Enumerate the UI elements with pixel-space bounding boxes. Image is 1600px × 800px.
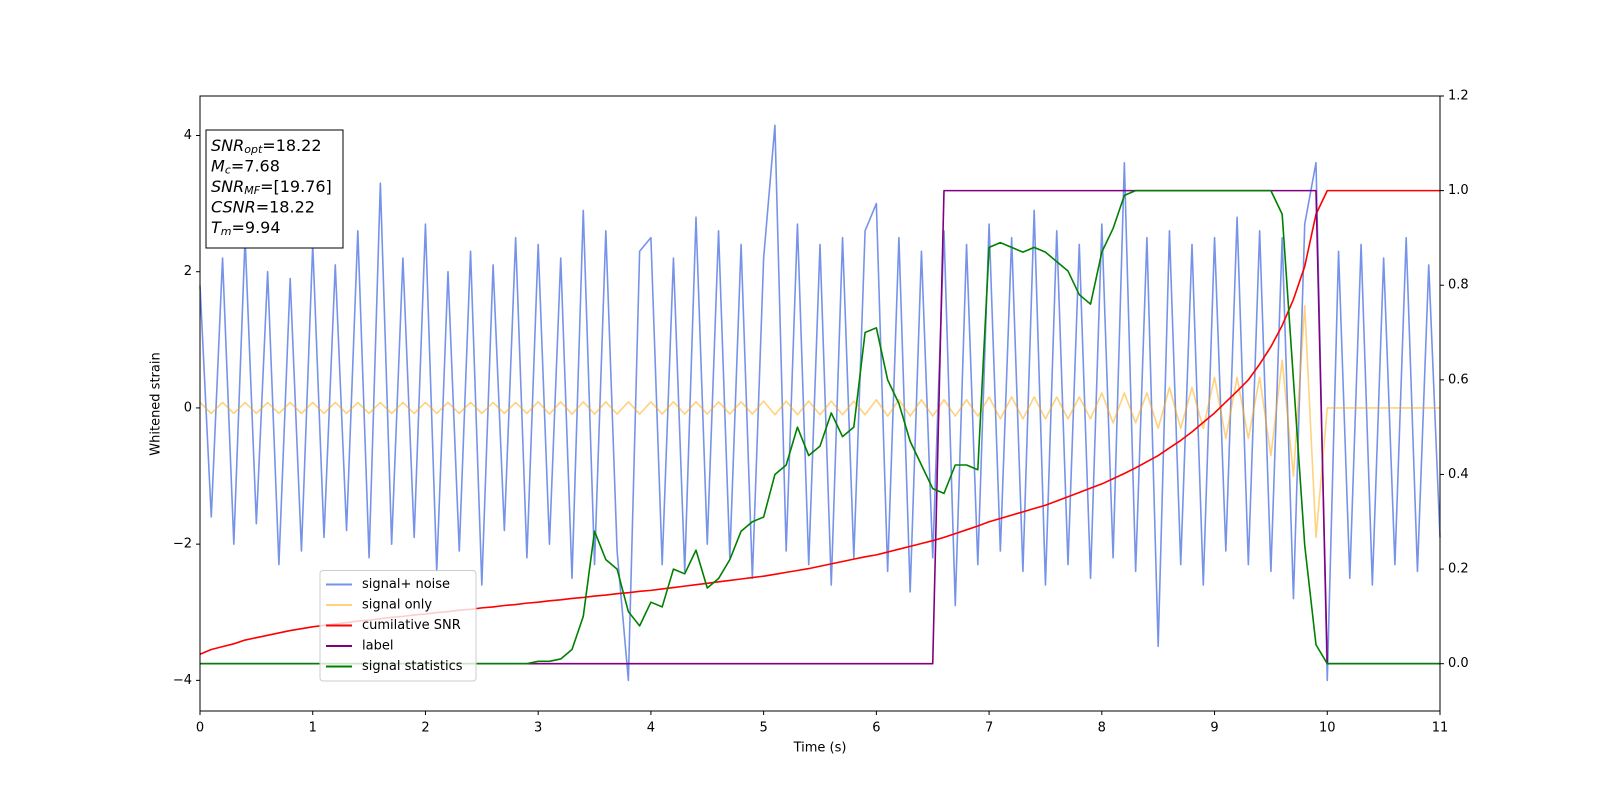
y2-tick-label: 1.0 (1448, 183, 1469, 198)
y2-tick-label: 0.4 (1448, 467, 1469, 482)
y2-tick-label: 1.2 (1448, 89, 1469, 104)
annotation-symbol: M (211, 156, 225, 175)
annotation-subscript: opt (244, 143, 263, 156)
axes-frame (199, 95, 1441, 712)
annotation-subscript: m (221, 225, 232, 238)
y-tick-label: −2 (173, 537, 192, 552)
y2-tick-label: 0.8 (1448, 278, 1469, 293)
annotation-value: =18.22 (262, 136, 321, 155)
x-tick-label: 6 (872, 721, 880, 736)
series-line (199, 124, 1441, 682)
legend-label: signal only (362, 598, 432, 613)
annotation: SNRMF=[19.76] (211, 177, 332, 198)
y2-tick-label: 0.2 (1448, 562, 1469, 577)
legend-label: signal statistics (362, 659, 463, 674)
annotation-value: =7.68 (231, 156, 280, 175)
x-tick-label: 0 (196, 721, 204, 736)
annotation: Mc=7.68 (211, 156, 280, 177)
annotation-value: =18.22 (256, 197, 315, 216)
y-axis-label: Whitened strain (149, 352, 164, 455)
annotation-symbol: CSNR (211, 197, 256, 216)
x-tick-label: 5 (759, 721, 767, 736)
annotation-value: =9.94 (232, 218, 281, 237)
x-tick-label: 11 (1432, 721, 1449, 736)
y-tick-label: 0 (184, 400, 192, 415)
annotation-subscript: MF (244, 184, 260, 197)
x-tick-label: 3 (534, 721, 542, 736)
annotation: CSNR=18.22 (211, 197, 315, 216)
legend-label: signal+ noise (362, 577, 450, 592)
legend-label: label (362, 639, 393, 654)
annotation-symbol: SNR (211, 136, 244, 155)
annotation: Tm=9.94 (211, 218, 281, 239)
y-tick-label: −4 (173, 673, 192, 688)
series-line (199, 304, 1440, 539)
x-tick-label: 8 (1098, 721, 1106, 736)
x-tick-label: 2 (421, 721, 429, 736)
x-axis-label: Time (s) (793, 741, 847, 756)
annotation-symbol: SNR (211, 177, 244, 196)
y2-tick-label: 0.6 (1448, 372, 1469, 387)
x-tick-label: 7 (985, 721, 993, 736)
y2-tick-label: 0.0 (1448, 656, 1469, 671)
annotation-subscript: c (225, 164, 231, 177)
y-tick-label: 4 (184, 128, 192, 143)
annotation-symbol: T (211, 218, 222, 237)
x-tick-label: 10 (1319, 721, 1336, 736)
x-tick-label: 4 (647, 721, 655, 736)
annotation: SNRopt=18.22 (211, 136, 322, 157)
annotation-value: =[19.76] (260, 177, 332, 196)
legend-frame (319, 570, 477, 682)
legend-label: cumilative SNR (362, 618, 461, 633)
y-tick-label: 2 (184, 264, 192, 279)
annotation-box (205, 129, 344, 249)
x-tick-label: 1 (309, 721, 317, 736)
x-tick-label: 9 (1210, 721, 1218, 736)
